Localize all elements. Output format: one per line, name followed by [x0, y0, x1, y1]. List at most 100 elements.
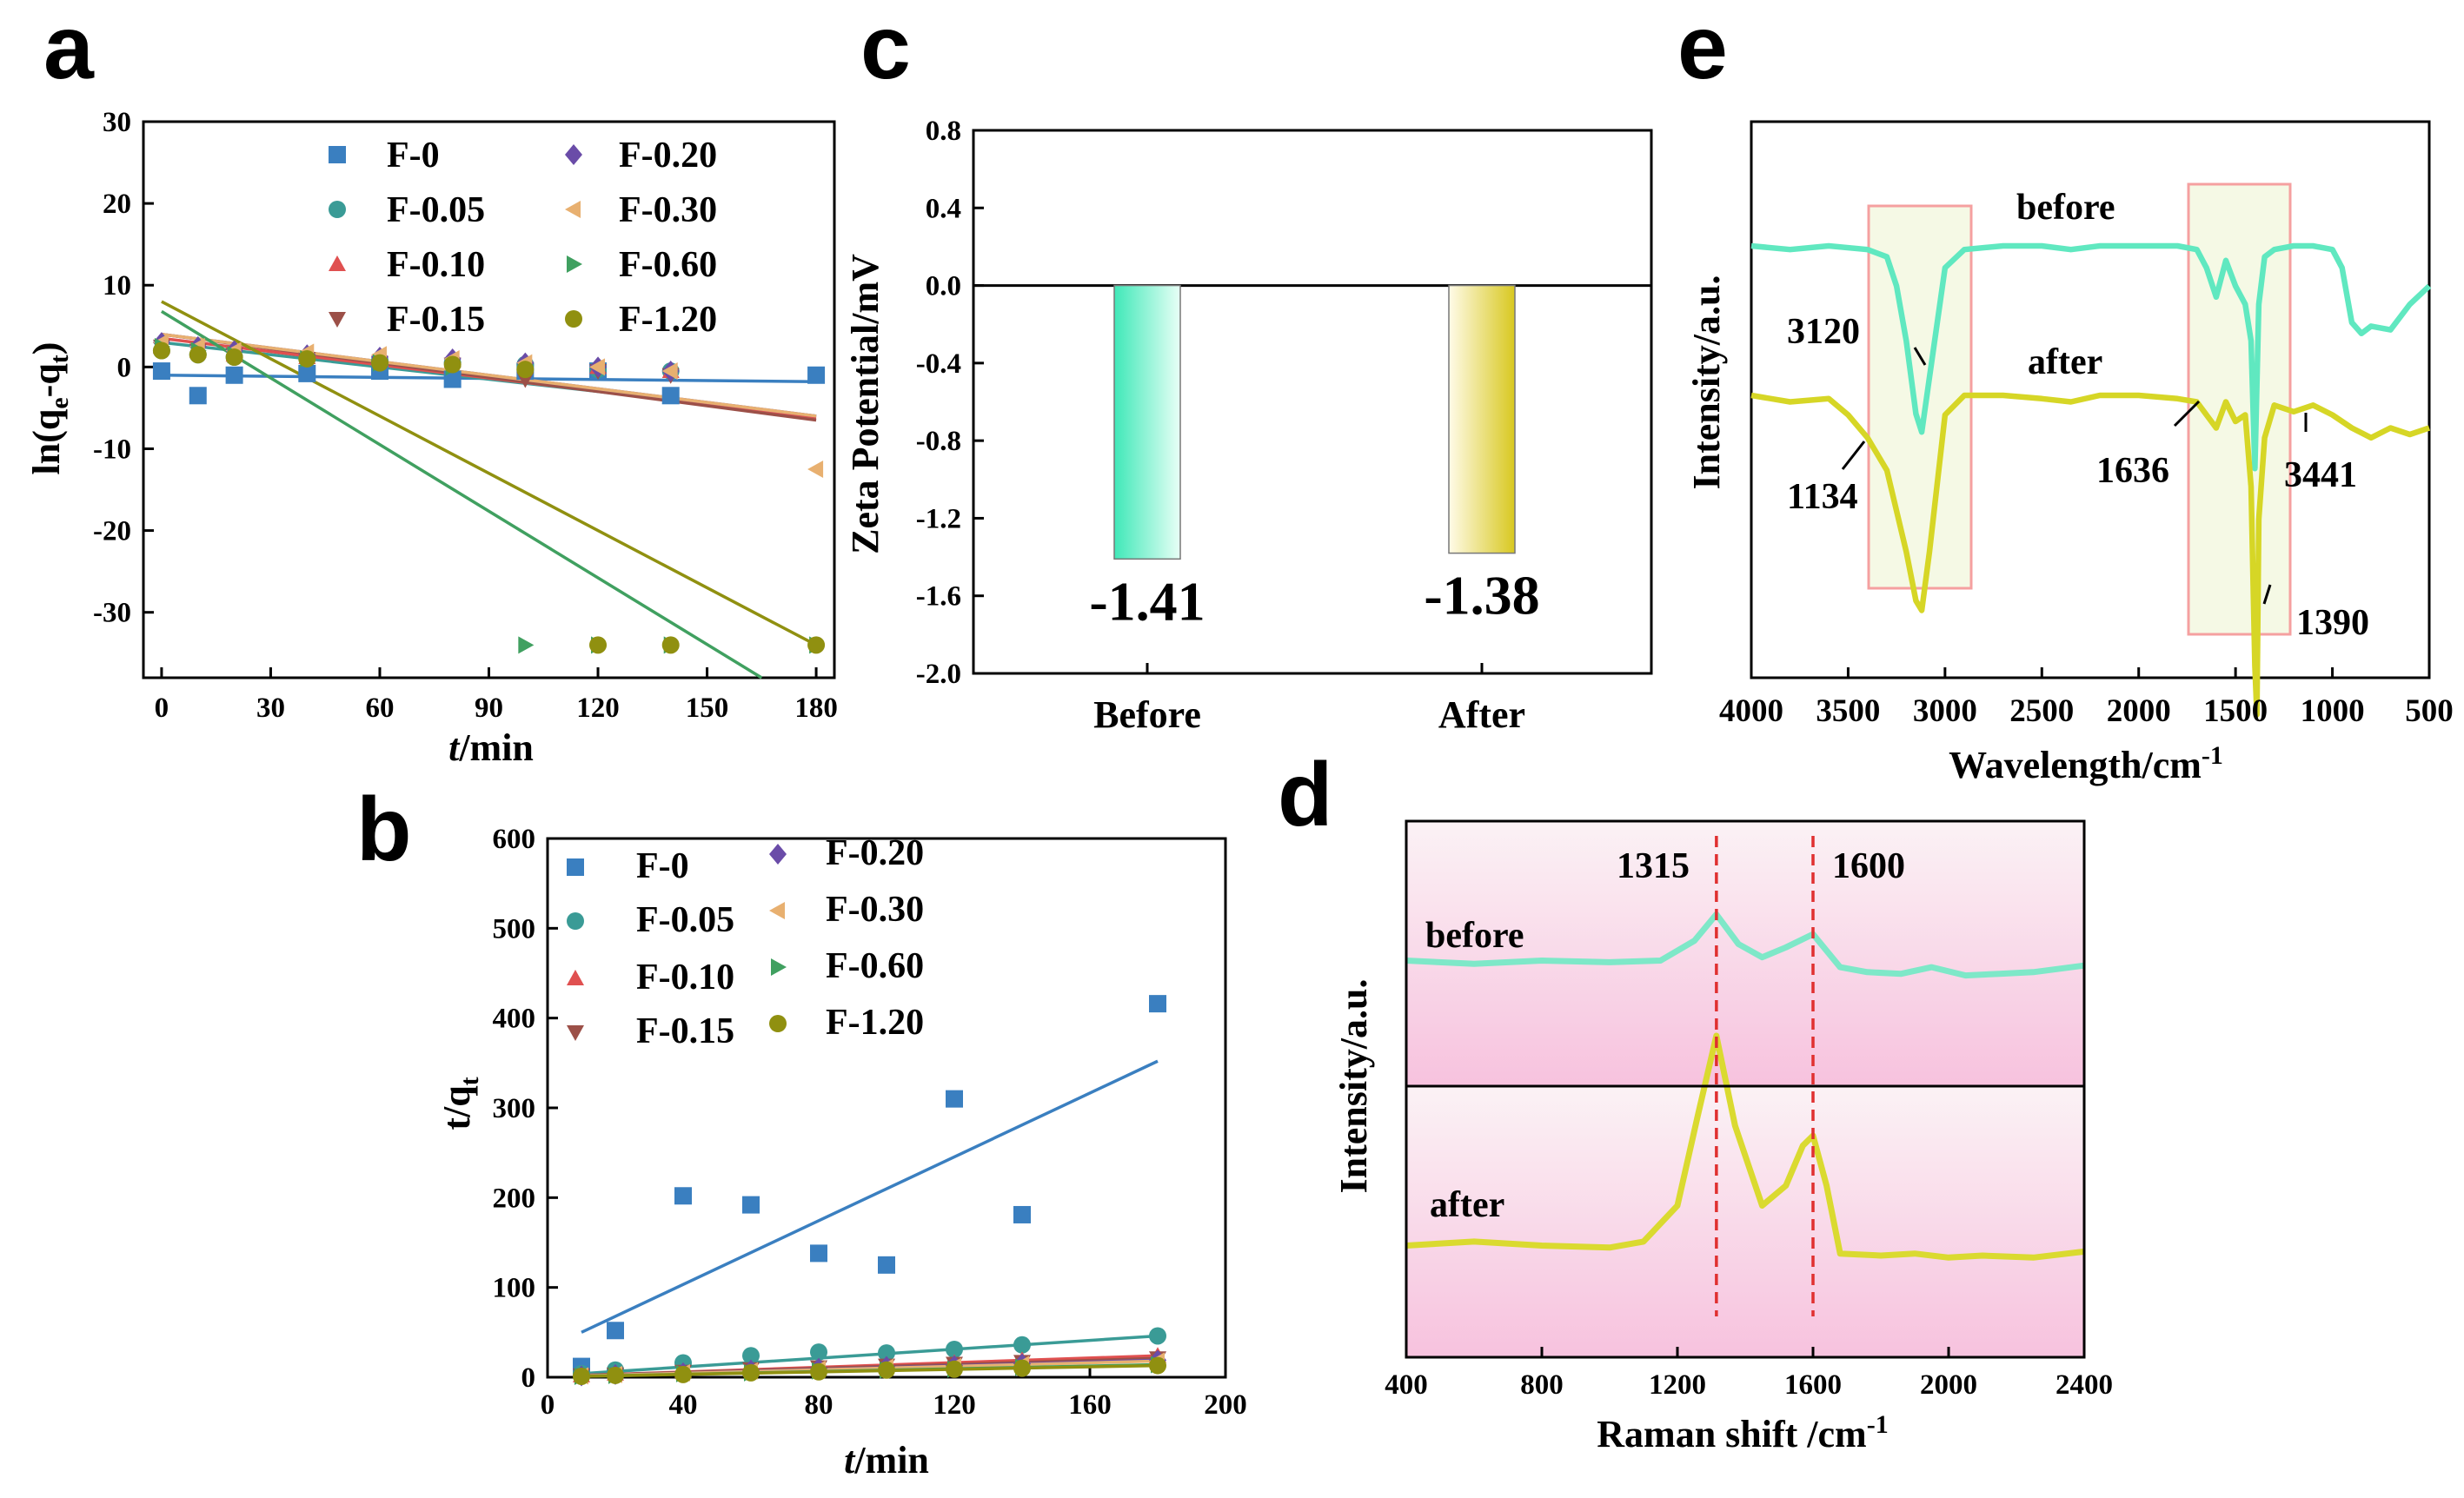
panel-b-legend-marker-f-0-10 — [567, 970, 584, 985]
panel-b-legend-marker-f-0-30 — [769, 902, 785, 919]
panel-b-legend-marker-f-0-60 — [771, 958, 787, 976]
panel-e-frame — [1750, 120, 2431, 679]
panel-a-point-f-0-2 — [225, 366, 243, 384]
panel-e-before-label: before — [2016, 188, 2115, 228]
panel-e-spectrum-before — [1750, 242, 2432, 472]
panel-c-ytick-label--1-6: -1.6 — [916, 581, 961, 613]
panel-a-point-f-0-30-7 — [589, 358, 606, 376]
panel-b-markers — [573, 995, 1166, 1387]
panel-a-legend-label-f-0-10: F-0.10 — [387, 245, 485, 285]
panel-b-point-f-0-8 — [1149, 995, 1166, 1013]
panel-b-legend-label-f-0-05: F-0.05 — [636, 900, 734, 940]
panel-b-ytick-label-600: 600 — [493, 824, 536, 855]
panel-b-ytick-label-500: 500 — [493, 913, 536, 945]
panel-a-point-f-0-9 — [807, 366, 826, 384]
panel-b-point-f-0-05-8 — [1149, 1327, 1166, 1345]
panel-b-legend-label-f-0-60: F-0.60 — [826, 946, 924, 986]
panel-b-point-f-0-2 — [674, 1187, 692, 1205]
panel-a-legend-label-f-0-20: F-0.20 — [619, 136, 717, 176]
panel-e-xtick-label-3000: 3000 — [1913, 693, 1977, 729]
panel-b-point-f-1-20-4 — [810, 1362, 827, 1381]
panel-e-spectra — [1750, 242, 2432, 718]
panel-a-ytick-label--10: -10 — [93, 434, 131, 465]
panel-b-point-f-0-05-5 — [878, 1344, 895, 1362]
panel-a-point-f-0-60-6 — [518, 636, 535, 654]
panel-a-point-f-1-20-7 — [589, 636, 608, 654]
panel-a-ytick-label--20: -20 — [93, 516, 131, 547]
panel-d-frame — [1405, 819, 2086, 1359]
panel-c-ytick-label-0-8: 0.8 — [926, 116, 961, 147]
panel-a-ytick-label-0: 0 — [117, 352, 132, 383]
panel-b-legend-marker-f-0 — [567, 858, 584, 876]
panel-d-xtick-label-2000: 2000 — [1920, 1369, 1977, 1401]
panel-e-annotation-1636: 1636 — [2096, 451, 2169, 491]
panel-a-legend-marker-f-0-30 — [565, 201, 581, 218]
panel-c-category-label-after: After — [1438, 693, 1525, 736]
panel-e-xtick-label-3500: 3500 — [1816, 693, 1880, 729]
panel-b-legend-label-f-0-20: F-0.20 — [826, 833, 924, 873]
panel-a-ytick-label--30: -30 — [93, 598, 131, 629]
panel-a-frame — [142, 120, 836, 679]
panel-b-xtick-label-80: 80 — [805, 1389, 834, 1421]
panel-e-xtick-label-1500: 1500 — [2203, 693, 2268, 729]
panel-b-point-f-0-6 — [946, 1090, 963, 1108]
panel-b-legend-label-f-0-30: F-0.30 — [826, 890, 924, 930]
panel-e-xtick-label-2000: 2000 — [2107, 693, 2171, 729]
panel-a-point-f-0-1 — [189, 387, 207, 405]
panel-b-point-f-1-20-8 — [1149, 1356, 1166, 1375]
panel-e-after-label: after — [2028, 342, 2102, 382]
panel-a-point-f-1-20-2 — [225, 348, 243, 367]
panel-e-annotation-3441: 3441 — [2284, 455, 2357, 495]
panel-b-legend-label-f-0: F-0 — [636, 846, 689, 886]
panel-letter-b: b — [356, 779, 412, 880]
panel-d-xtick-label-400: 400 — [1385, 1369, 1428, 1401]
panel-letter-a: a — [43, 0, 95, 98]
panel-b-legend-marker-f-0-15 — [567, 1025, 584, 1041]
panel-a-point-f-1-20-3 — [298, 349, 316, 368]
panel-b-point-f-1-20-1 — [607, 1366, 624, 1384]
panel-e-annotation-1134: 1134 — [1787, 477, 1858, 517]
panel-a-markers — [152, 332, 826, 654]
panel-c-bars: -1.41 -1.38 — [1089, 284, 1540, 632]
panel-b-xtick-label-120: 120 — [933, 1389, 976, 1421]
panel-a-legend-label-f-0: F-0 — [387, 136, 440, 176]
panel-letter-c: c — [860, 0, 911, 98]
panel-b-xtick-label-0: 0 — [541, 1389, 555, 1421]
panel-b-point-f-0-7 — [1013, 1205, 1031, 1223]
panel-a-point-f-0-0 — [152, 362, 170, 381]
panel-e-xtick-label-1000: 1000 — [2301, 693, 2365, 729]
panel-c-value-label-after: -1.38 — [1424, 565, 1539, 626]
panel-b-legend-marker-f-0-20 — [769, 844, 787, 865]
panel-a-legend-marker-f-0-20 — [565, 144, 582, 165]
panel-a-xtick-label-60: 60 — [365, 693, 394, 724]
panel-a-legend-marker-f-0-60 — [567, 255, 582, 273]
panel-b-ticks: 0 40 80 120 160 200 0 100 200 300 400 500 600 — [493, 824, 1247, 1421]
panel-a-legend-label-f-0-30: F-0.30 — [619, 190, 717, 230]
panel-d-peak-label-1600: 1600 — [1832, 846, 1905, 886]
panel-c-ticks: 0.8 0.4 0.0 -0.4 -0.8 -1.2 -1.6 -2.0 Before After — [916, 116, 1651, 736]
panel-b-point-f-0-5 — [878, 1256, 895, 1274]
panel-b-xtick-label-160: 160 — [1068, 1389, 1112, 1421]
panel-e-pointer-3120 — [1913, 347, 1927, 366]
panel-b-point-f-1-20-0 — [573, 1367, 590, 1385]
panel-a-ytick-label-30: 30 — [103, 107, 131, 138]
panel-d-chart: 400 800 1200 1600 2000 2400 before after 1315… — [1332, 819, 2113, 1455]
panel-c-bar-before — [1113, 284, 1181, 560]
panel-b-point-f-0-1 — [607, 1322, 624, 1340]
panel-b-point-f-0-05-7 — [1013, 1336, 1031, 1354]
panel-e-annotation-1390: 1390 — [2296, 603, 2369, 643]
panel-c-ytick-label--2-0: -2.0 — [916, 659, 961, 690]
panel-a-legend-label-f-1-20: F-1.20 — [619, 300, 717, 340]
panel-a-point-f-1-20-4 — [370, 354, 389, 372]
panel-a-xtick-label-0: 0 — [155, 693, 169, 724]
panel-a-point-f-0-8 — [661, 387, 680, 405]
panel-b-ytick-label-400: 400 — [493, 1004, 536, 1035]
panel-e-highlight-box-1 — [1867, 204, 1973, 590]
panel-a-point-f-1-20-1 — [189, 346, 207, 364]
panel-b-point-f-1-20-6 — [946, 1360, 963, 1378]
panel-d-spectrum-after — [1405, 1032, 2085, 1261]
panel-a-point-f-1-20-8 — [661, 636, 680, 654]
panel-d-after-label: after — [1430, 1185, 1504, 1225]
panel-d-peak-lines — [1715, 836, 1815, 1316]
panel-b-xlabel: t/min — [844, 1439, 929, 1481]
